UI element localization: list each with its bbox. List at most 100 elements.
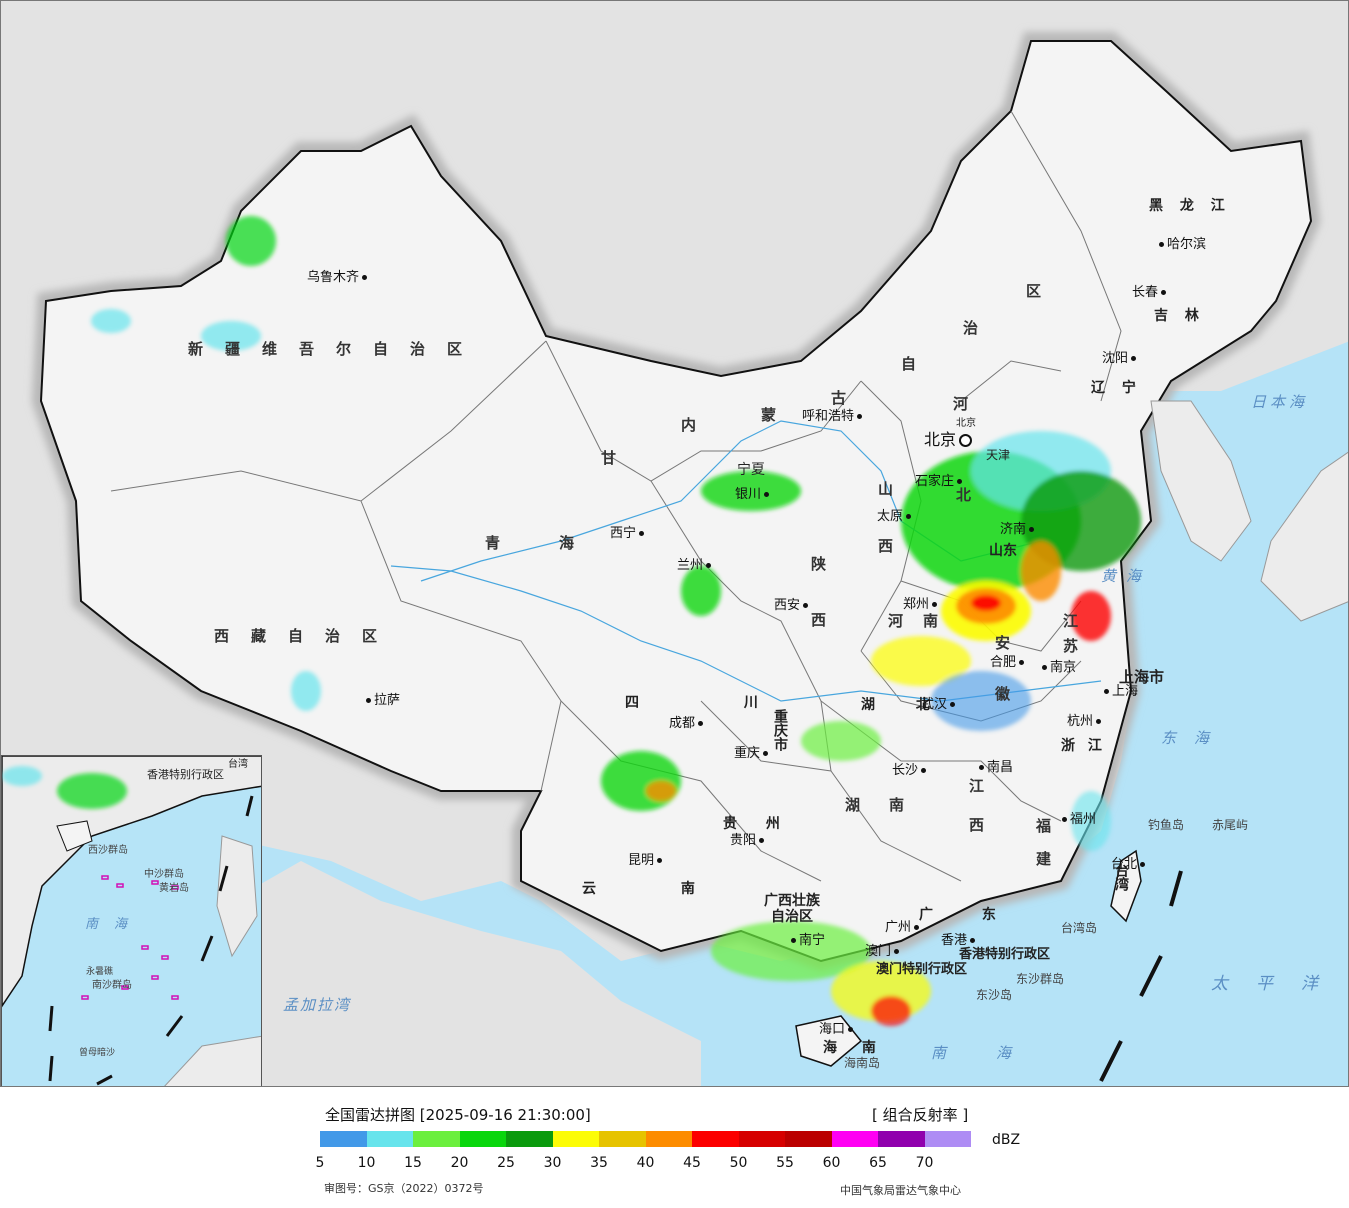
region-fujian-1: 福 bbox=[1036, 817, 1074, 835]
radar-map: 新疆维吾尔自治区 西藏自治区 青 海 甘 内 蒙 古 自 治 区 黑 龙 江 吉… bbox=[0, 0, 1349, 1087]
legend-swatch bbox=[831, 1131, 878, 1147]
inset-philippines bbox=[216, 835, 258, 958]
legend-tick-label: 10 bbox=[357, 1155, 376, 1171]
inset-borneo bbox=[164, 1035, 261, 1086]
region-chongqing: 重庆市 bbox=[772, 709, 788, 751]
city-wuhan: 武汉 bbox=[921, 698, 958, 711]
region-anhui-2: 徽 bbox=[995, 685, 1033, 703]
region-neimenggu-4: 自 bbox=[901, 355, 939, 373]
region-fujian-2: 建 bbox=[1036, 850, 1074, 868]
city-beijing: 北京 bbox=[924, 432, 975, 448]
city-urumqi: 乌鲁木齐 bbox=[307, 271, 370, 284]
region-taiwan: 台湾 bbox=[1113, 863, 1129, 891]
inset-huangyan: 黄岩岛 bbox=[159, 883, 189, 894]
legend-swatch bbox=[692, 1131, 739, 1147]
inset-yongshu: 永暑礁 bbox=[86, 967, 114, 977]
inset-xisha: 西沙群岛 bbox=[88, 845, 128, 856]
echo-anhui bbox=[931, 671, 1031, 731]
city-nanjing: 南京 bbox=[1039, 661, 1076, 674]
region-hunan-1: 湖 bbox=[845, 796, 883, 814]
inset-boundary bbox=[48, 795, 254, 1086]
map-canvas bbox=[1, 32, 1348, 1086]
region-shaanxi-2: 西 bbox=[811, 611, 849, 629]
region-zhejiang: 浙 江 bbox=[1061, 738, 1106, 754]
city-hefei: 合肥 bbox=[990, 656, 1027, 669]
legend-swatch bbox=[552, 1131, 599, 1147]
region-shanghai: 上海市 bbox=[1119, 668, 1165, 686]
echo-shandong-2 bbox=[1021, 541, 1061, 601]
province-boundaries bbox=[110, 110, 1122, 882]
legend-tick-label: 20 bbox=[450, 1155, 469, 1171]
region-ningxia: 宁夏 bbox=[737, 462, 765, 478]
region-tianjin: 天津 bbox=[986, 448, 1011, 462]
city-taiyuan: 太原 bbox=[877, 510, 914, 523]
island-dongsha-qundao: 东沙群岛 bbox=[1016, 972, 1065, 986]
city-shijiazhuang: 石家庄 bbox=[915, 475, 965, 488]
inset-hongkong: 香港特别行政区 bbox=[147, 768, 224, 781]
korea-land bbox=[1150, 400, 1252, 562]
legend-tick-label: 70 bbox=[915, 1155, 934, 1171]
sea-pacific: 太平洋 bbox=[1211, 974, 1346, 994]
city-changchun: 长春 bbox=[1132, 286, 1169, 299]
region-jiangxi-2: 西 bbox=[969, 816, 1007, 834]
city-jinan: 济南 bbox=[1000, 523, 1037, 536]
region-henan-2: 南 bbox=[923, 612, 961, 630]
legend-swatch bbox=[459, 1131, 506, 1147]
region-tibet: 西藏自治区 bbox=[214, 627, 400, 645]
echo-core-3 bbox=[971, 595, 1001, 611]
taiwan-island bbox=[1110, 849, 1142, 923]
city-xining: 西宁 bbox=[610, 527, 647, 540]
legend-tick-label: 45 bbox=[683, 1155, 701, 1171]
city-shenyang: 沈阳 bbox=[1102, 352, 1139, 365]
region-guangdong: 广 东 bbox=[919, 907, 1018, 923]
region-guizhou: 贵 州 bbox=[723, 816, 792, 832]
radar-echoes bbox=[91, 216, 1141, 1026]
region-qinghai-1: 青 bbox=[485, 534, 523, 552]
echo-xinjiang-3 bbox=[91, 309, 131, 333]
inset-zhongsha: 中沙群岛 bbox=[144, 869, 184, 880]
legend-title: 全国雷达拼图 [2025-09-16 21:30:00] bbox=[325, 1106, 591, 1124]
legend-swatch bbox=[924, 1131, 971, 1147]
echo-fujian bbox=[1071, 791, 1111, 851]
region-henan-1: 河 bbox=[888, 612, 926, 630]
legend-swatch bbox=[320, 1131, 367, 1147]
island-chiwei: 赤尾屿 bbox=[1212, 818, 1249, 832]
sea-south: 南海 bbox=[931, 1044, 1062, 1062]
legend-tick-label: 5 bbox=[315, 1155, 325, 1171]
region-hebei-1: 河 bbox=[953, 395, 991, 413]
echo-jiangsu bbox=[1071, 591, 1111, 641]
south-sea-inset: 香港特别行政区 台湾 中沙群岛 黄岩岛 西沙群岛 南海 南沙群岛 永暑礁 曾母暗… bbox=[1, 755, 262, 1086]
sea-boundary-lines bbox=[1099, 870, 1183, 1082]
legend-swatch bbox=[599, 1131, 646, 1147]
echo-gansu bbox=[681, 566, 721, 616]
city-yinchuan: 银川 bbox=[735, 488, 772, 501]
echo-hubei bbox=[801, 721, 881, 761]
region-neimenggu-2: 蒙 bbox=[761, 406, 799, 424]
echo-henan bbox=[871, 636, 971, 686]
echo-guangxi bbox=[711, 921, 871, 981]
echo-xinjiang-1 bbox=[226, 216, 276, 266]
city-chongqing: 重庆 bbox=[734, 747, 771, 760]
sea-east: 东海 bbox=[1161, 729, 1228, 747]
china-land bbox=[39, 40, 1313, 963]
legend-tick-label: 30 bbox=[543, 1155, 562, 1171]
data-source: 中国气象局雷达气象中心 bbox=[840, 1184, 961, 1197]
island-taiwan: 台湾岛 bbox=[1061, 921, 1098, 935]
city-zhengzhou: 郑州 bbox=[903, 598, 940, 611]
echo-hainan-core bbox=[871, 996, 911, 1026]
legend-swatch bbox=[366, 1131, 413, 1147]
city-nanning: 南宁 bbox=[788, 934, 825, 947]
legend-swatch bbox=[785, 1131, 832, 1147]
legend-unit: dBZ bbox=[992, 1132, 1021, 1148]
city-changsha: 长沙 bbox=[892, 764, 929, 777]
city-kunming: 昆明 bbox=[628, 854, 665, 867]
city-guiyang: 贵阳 bbox=[730, 834, 767, 847]
legend-tick-label: 50 bbox=[729, 1155, 748, 1171]
inset-islands bbox=[81, 875, 179, 1000]
island-hainan: 海南岛 bbox=[844, 1056, 881, 1070]
region-beijing-small: 北京 bbox=[956, 418, 976, 429]
japan-land bbox=[1260, 451, 1348, 622]
region-shanxi-2: 西 bbox=[878, 537, 916, 555]
island-diaoyu: 钓鱼岛 bbox=[1148, 818, 1185, 832]
city-chengdu: 成都 bbox=[669, 717, 706, 730]
